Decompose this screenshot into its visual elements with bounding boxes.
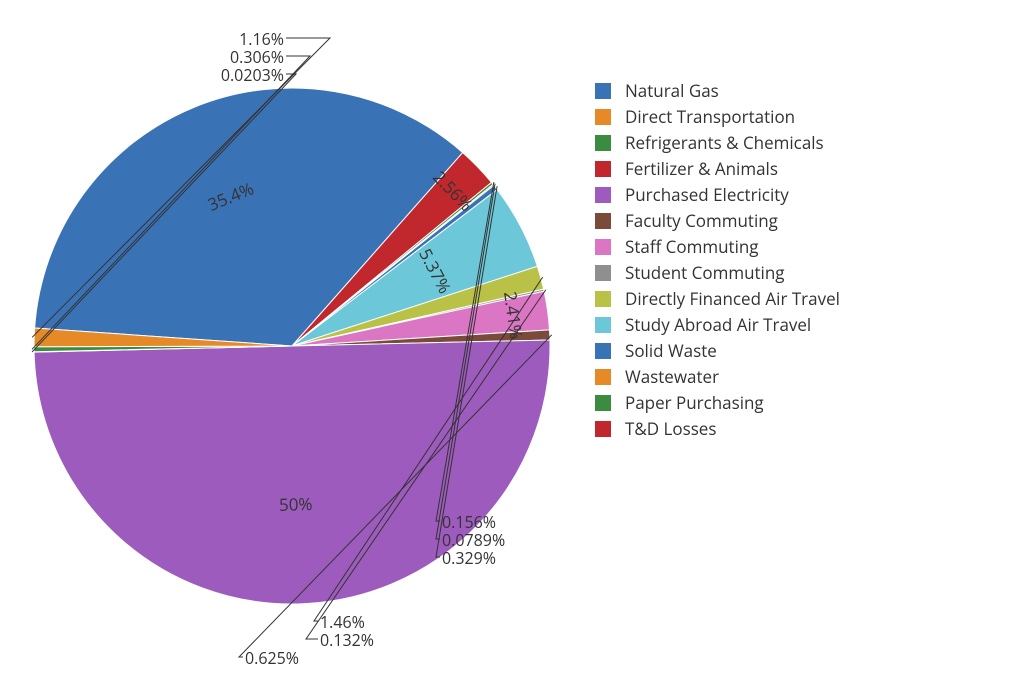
legend-swatch — [595, 239, 611, 255]
legend-item: Wastewater — [595, 368, 840, 385]
legend-item: Direct Transportation — [595, 108, 840, 125]
legend-item: Fertilizer & Animals — [595, 160, 840, 177]
legend-swatch — [595, 187, 611, 203]
slice-label: 0.329% — [442, 547, 496, 569]
legend-item: Student Commuting — [595, 264, 840, 281]
pie-svg: 35.4%2.56%5.37%2.41%50% — [0, 0, 1024, 687]
legend-item: T&D Losses — [595, 420, 840, 437]
legend-swatch — [595, 395, 611, 411]
legend-swatch — [595, 343, 611, 359]
legend-swatch — [595, 135, 611, 151]
legend-swatch — [595, 265, 611, 281]
slice-label: 50% — [279, 492, 313, 516]
legend-swatch — [595, 369, 611, 385]
legend-item: Natural Gas — [595, 82, 840, 99]
slice-label: 0.0203% — [221, 64, 284, 86]
legend-label: Student Commuting — [625, 264, 785, 281]
legend-swatch — [595, 317, 611, 333]
legend-label: Staff Commuting — [625, 238, 759, 255]
legend-label: Study Abroad Air Travel — [625, 316, 811, 333]
legend-label: Fertilizer & Animals — [625, 160, 778, 177]
legend-label: Refrigerants & Chemicals — [625, 134, 824, 151]
legend-item: Paper Purchasing — [595, 394, 840, 411]
slice-label: 0.625% — [245, 647, 299, 669]
legend-swatch — [595, 291, 611, 307]
legend-label: Paper Purchasing — [625, 394, 764, 411]
legend-swatch — [595, 421, 611, 437]
legend-item: Purchased Electricity — [595, 186, 840, 203]
legend-swatch — [595, 213, 611, 229]
legend-label: Natural Gas — [625, 82, 719, 99]
legend-label: Faculty Commuting — [625, 212, 778, 229]
legend-item: Refrigerants & Chemicals — [595, 134, 840, 151]
legend-item: Study Abroad Air Travel — [595, 316, 840, 333]
legend-label: Direct Transportation — [625, 108, 795, 125]
legend-item: Solid Waste — [595, 342, 840, 359]
legend-swatch — [595, 161, 611, 177]
slice-label: 0.132% — [320, 629, 374, 651]
legend-item: Staff Commuting — [595, 238, 840, 255]
legend-swatch — [595, 109, 611, 125]
legend: Natural Gas Direct Transportation Refriger… — [595, 82, 840, 446]
legend-label: Wastewater — [625, 368, 719, 385]
legend-label: Directly Financed Air Travel — [625, 290, 840, 307]
legend-item: Directly Financed Air Travel — [595, 290, 840, 307]
legend-item: Faculty Commuting — [595, 212, 840, 229]
legend-swatch — [595, 83, 611, 99]
legend-label: T&D Losses — [625, 420, 716, 437]
pie-chart: 35.4%2.56%5.37%2.41%50% Natural Gas Direc… — [0, 0, 1024, 687]
legend-label: Solid Waste — [625, 342, 717, 359]
legend-label: Purchased Electricity — [625, 186, 789, 203]
